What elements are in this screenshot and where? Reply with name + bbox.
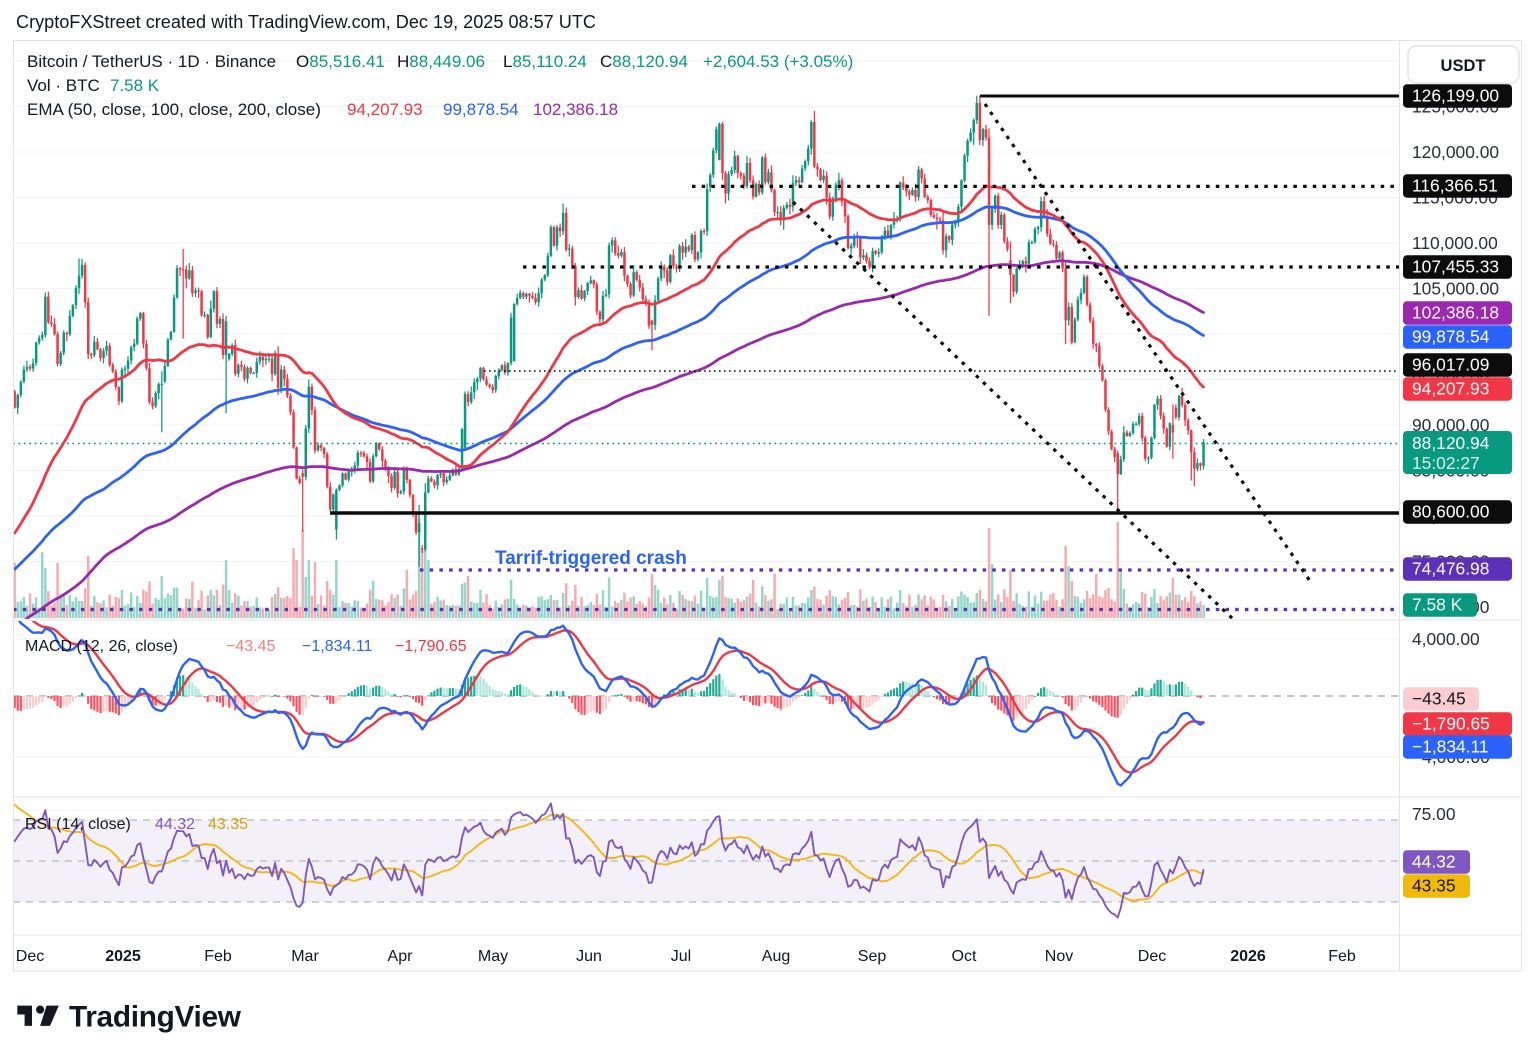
svg-text:Aug: Aug	[762, 948, 790, 965]
svg-text:Apr: Apr	[388, 948, 414, 965]
svg-text:7.58 K: 7.58 K	[110, 76, 160, 95]
svg-text:Tarrif-triggered crash: Tarrif-triggered crash	[495, 548, 687, 569]
svg-text:126,199.00: 126,199.00	[1412, 86, 1499, 106]
svg-text:C88,120.94: C88,120.94	[600, 52, 688, 71]
svg-text:44.32: 44.32	[155, 816, 195, 833]
svg-text:−1,834.11: −1,834.11	[1412, 737, 1489, 757]
svg-text:Dec: Dec	[16, 948, 44, 965]
svg-text:99,878.54: 99,878.54	[1412, 327, 1490, 347]
svg-text:Vol · BTC: Vol · BTC	[27, 76, 100, 95]
svg-text:Bitcoin / TetherUS · 1D · Bina: Bitcoin / TetherUS · 1D · Binance	[27, 52, 276, 71]
svg-text:−43.45: −43.45	[1412, 689, 1466, 709]
svg-text:105,000.00: 105,000.00	[1412, 279, 1499, 299]
svg-text:99,878.54: 99,878.54	[443, 100, 519, 119]
svg-text:116,366.51: 116,366.51	[1412, 176, 1498, 196]
svg-text:May: May	[478, 948, 508, 965]
svg-text:94,207.93: 94,207.93	[1412, 379, 1489, 399]
svg-text:Nov: Nov	[1045, 948, 1073, 965]
svg-text:−1,834.11: −1,834.11	[302, 638, 373, 655]
svg-text:44.32: 44.32	[1412, 852, 1456, 872]
svg-text:H88,449.06: H88,449.06	[397, 52, 485, 71]
svg-text:90,000.00: 90,000.00	[1412, 415, 1489, 435]
svg-text:2025: 2025	[105, 948, 141, 965]
svg-text:L85,110.24: L85,110.24	[503, 52, 587, 71]
svg-text:Oct: Oct	[952, 948, 977, 965]
svg-text:110,000.00: 110,000.00	[1412, 233, 1498, 253]
svg-text:80,600.00: 80,600.00	[1412, 502, 1489, 522]
svg-text:43.35: 43.35	[208, 816, 248, 833]
svg-text:75.00: 75.00	[1412, 804, 1456, 824]
svg-text:O85,516.41: O85,516.41	[296, 52, 385, 71]
svg-text:7.58 K: 7.58 K	[1412, 595, 1463, 615]
svg-text:Feb: Feb	[1328, 948, 1356, 965]
svg-text:88,120.94: 88,120.94	[1412, 433, 1490, 453]
svg-text:2026: 2026	[1230, 948, 1266, 965]
svg-text:−1,790.65: −1,790.65	[1412, 714, 1490, 734]
svg-text:EMA (50, close, 100, close, 20: EMA (50, close, 100, close, 200, close)	[27, 100, 321, 119]
svg-text:CryptoFXStreet created with Tr: CryptoFXStreet created with TradingView.…	[16, 12, 596, 32]
svg-text:−43.45: −43.45	[226, 638, 275, 655]
svg-text:Dec: Dec	[1138, 948, 1166, 965]
svg-text:Jul: Jul	[671, 948, 691, 965]
svg-text:4,000.00: 4,000.00	[1412, 629, 1480, 649]
svg-text:102,386.18: 102,386.18	[533, 100, 618, 119]
svg-text:MACD (12, 26, close): MACD (12, 26, close)	[25, 638, 178, 655]
svg-text:Sep: Sep	[858, 948, 887, 965]
svg-text:RSI (14, close): RSI (14, close)	[25, 816, 131, 833]
svg-text:−1,790.65: −1,790.65	[395, 638, 467, 655]
svg-text:107,455.33: 107,455.33	[1412, 257, 1499, 277]
svg-text:Mar: Mar	[291, 948, 319, 965]
svg-text:96,017.09: 96,017.09	[1412, 355, 1489, 375]
svg-text:43.35: 43.35	[1412, 876, 1456, 896]
svg-text:120,000.00: 120,000.00	[1412, 142, 1499, 162]
svg-text:TradingView: TradingView	[69, 1001, 242, 1034]
svg-text:74,476.98: 74,476.98	[1412, 559, 1489, 579]
svg-text:102,386.18: 102,386.18	[1412, 303, 1499, 323]
svg-text:Feb: Feb	[204, 948, 232, 965]
svg-text:15:02:27: 15:02:27	[1412, 453, 1480, 473]
svg-text:+2,604.53 (+3.05%): +2,604.53 (+3.05%)	[703, 52, 853, 71]
svg-text:94,207.93: 94,207.93	[347, 100, 423, 119]
svg-text:Jun: Jun	[576, 948, 602, 965]
svg-text:USDT: USDT	[1441, 57, 1486, 75]
